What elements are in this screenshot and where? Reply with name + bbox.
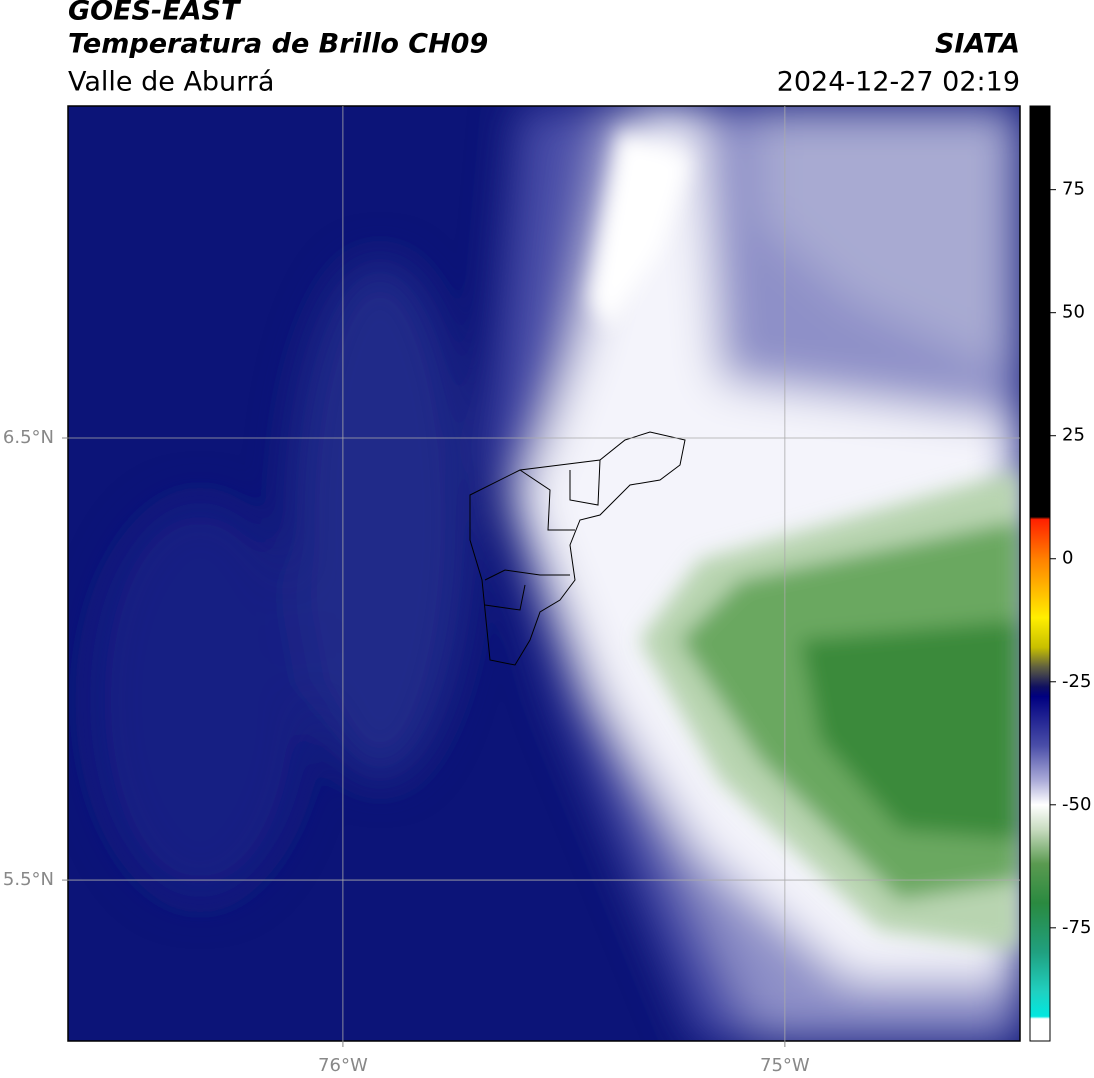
colorbar-tick-label: 0	[1062, 548, 1073, 569]
map-frame	[67, 105, 1021, 1042]
colorbar-tick-label: 25	[1062, 425, 1085, 446]
x-tick-label: 76°W	[318, 1055, 368, 1076]
x-tick-label: 75°W	[760, 1055, 810, 1076]
title: GOES-EAST	[68, 0, 242, 27]
y-tick-label: 5.5°N	[3, 869, 54, 890]
municipal-boundaries	[469, 431, 686, 666]
colorbar-tick-label: -75	[1062, 917, 1091, 938]
colorbar-tick-label: 75	[1062, 179, 1085, 200]
satellite-image	[68, 106, 1020, 1041]
y-tick-label: 6.5°N	[3, 427, 54, 448]
colorbar-tick-label: 50	[1062, 302, 1085, 323]
colorbar	[1029, 105, 1051, 1042]
datetime: 2024-12-27 02:19	[777, 67, 1020, 98]
subtitle: Temperatura de Brillo CH09	[68, 29, 488, 60]
region: Valle de Aburrá	[68, 67, 274, 98]
colorbar-tick-label: -25	[1062, 671, 1091, 692]
colorbar-tick-label: -50	[1062, 794, 1091, 815]
source: SIATA	[935, 29, 1020, 60]
